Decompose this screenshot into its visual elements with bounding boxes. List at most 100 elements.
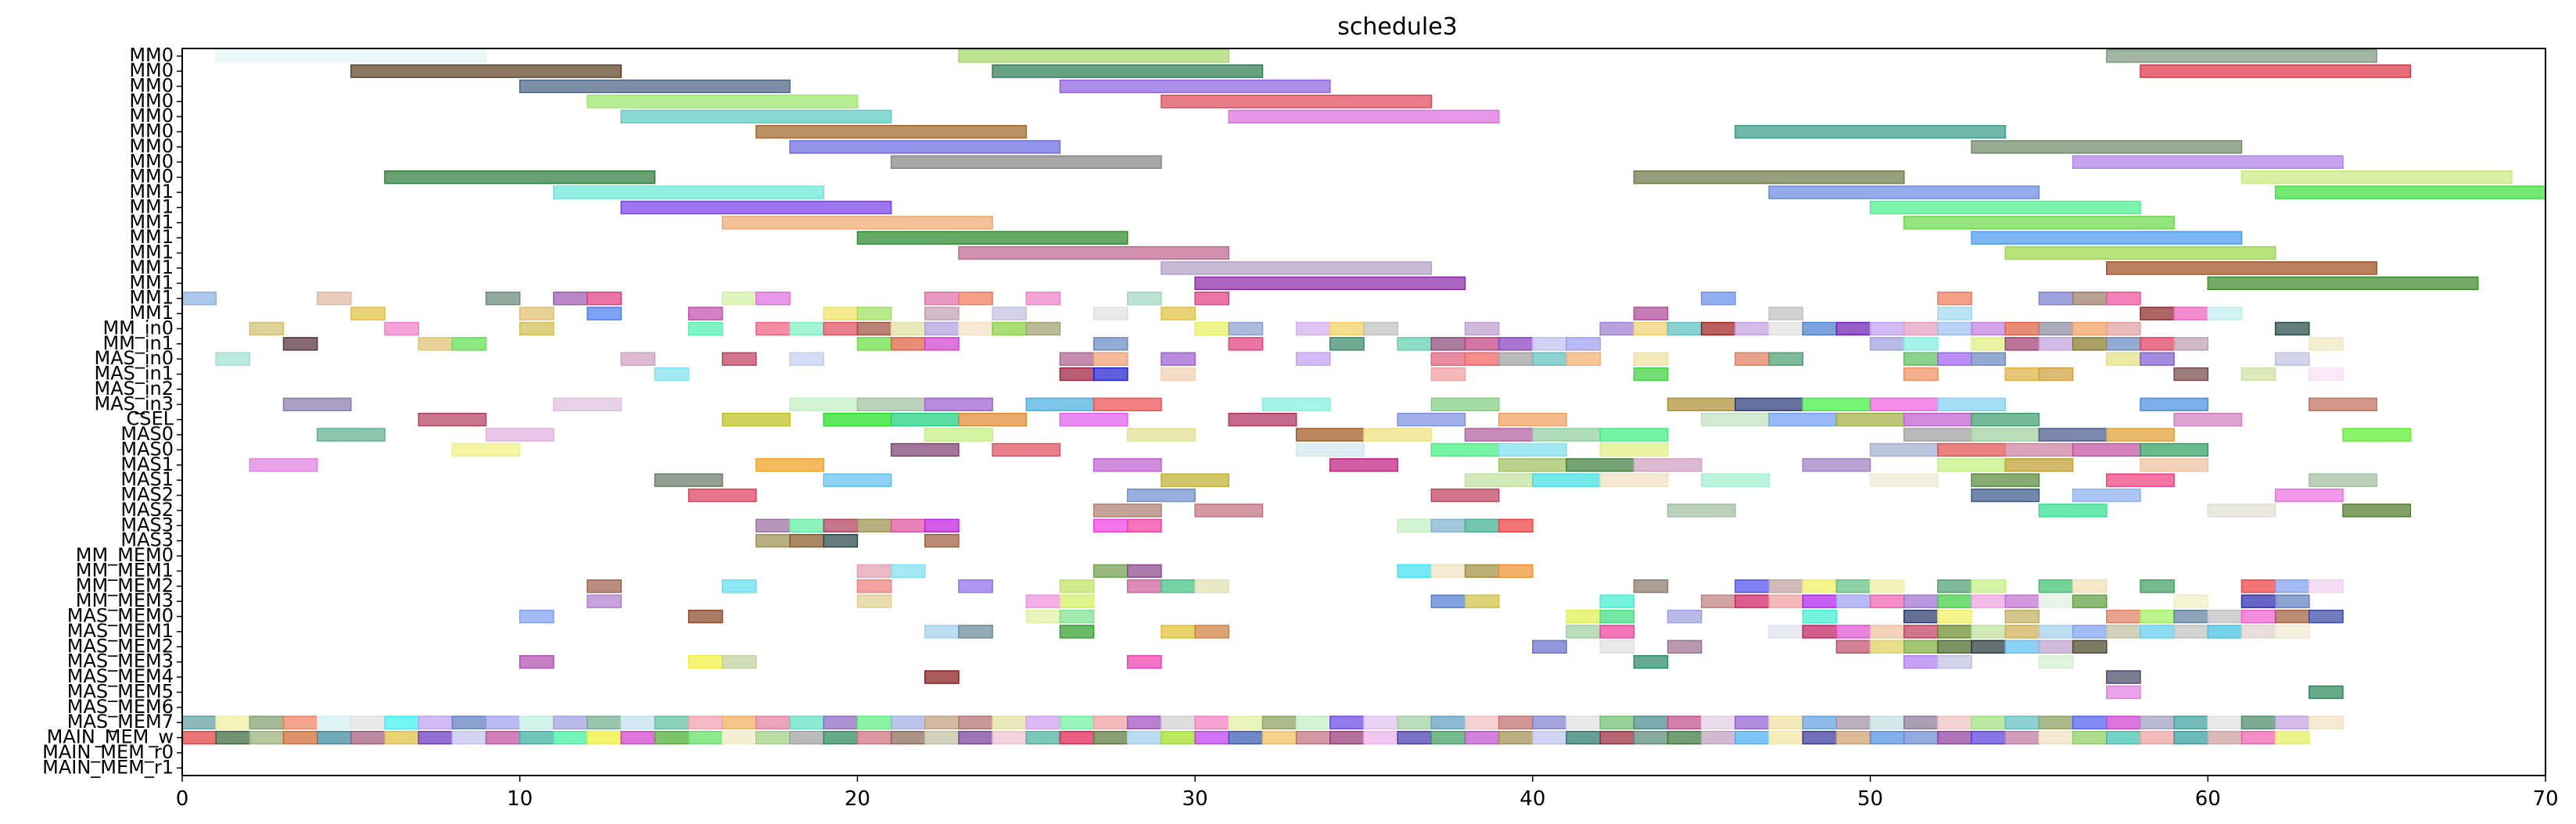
task-bar — [1971, 730, 2007, 745]
task-bar — [1971, 639, 2007, 654]
task-bar — [2173, 609, 2209, 624]
task-bar — [1498, 442, 1567, 457]
task-bar — [2173, 367, 2209, 382]
x-tick-label: 30 — [1182, 787, 1208, 811]
task-bar — [1261, 715, 1297, 729]
task-bar — [2207, 609, 2243, 624]
task-bar — [2004, 337, 2040, 351]
y-tick-label: MAS1 — [120, 453, 174, 475]
task-bar — [2274, 352, 2310, 366]
task-bar — [2106, 609, 2141, 624]
task-bar — [1869, 200, 2141, 215]
task-bar — [1430, 367, 1466, 382]
task-bar — [1903, 412, 1972, 427]
task-bar — [890, 715, 926, 729]
task-bar — [553, 715, 588, 729]
task-bar — [2004, 442, 2074, 457]
task-bar — [1667, 397, 1736, 412]
task-bar — [1194, 276, 1466, 291]
task-bar — [924, 715, 960, 729]
task-bar — [856, 337, 892, 351]
task-bar — [2004, 321, 2040, 336]
task-bar — [890, 442, 960, 457]
x-tick-label: 20 — [845, 787, 870, 811]
task-bar — [1092, 306, 1128, 321]
task-bar — [2140, 397, 2209, 412]
task-bar — [1869, 594, 1905, 608]
y-tick-label: MAS2 — [120, 484, 174, 506]
task-bar — [2106, 473, 2175, 487]
task-bar — [1903, 730, 1939, 745]
task-bar — [958, 625, 993, 639]
task-bar — [1194, 715, 1230, 729]
task-bar — [1633, 715, 1669, 729]
task-bar — [1937, 594, 1972, 608]
task-bar — [1971, 625, 2007, 639]
task-bar — [1599, 442, 1669, 457]
task-bar — [1397, 564, 1433, 579]
task-bar — [1228, 715, 1264, 729]
y-tick-label: MAS3 — [120, 529, 174, 551]
task-bar — [789, 533, 825, 548]
task-bar — [856, 579, 892, 593]
task-bar — [1498, 352, 1534, 366]
task-bar — [282, 715, 318, 729]
task-bar — [755, 715, 791, 729]
y-tick-label: MM0 — [129, 59, 174, 81]
task-bar — [1025, 594, 1061, 608]
y-tick-label: MM_in1 — [102, 332, 174, 354]
task-bar — [1599, 639, 1635, 654]
task-bar — [249, 715, 285, 729]
task-bar — [1700, 412, 1770, 427]
y-tick-label: MM0 — [129, 166, 174, 188]
task-bar — [1092, 458, 1162, 472]
task-bar — [2038, 428, 2108, 442]
task-bar — [856, 715, 892, 729]
y-tick-label: MM0 — [129, 45, 174, 66]
task-bar — [1329, 337, 1365, 351]
task-bar — [890, 518, 926, 533]
x-tick-label: 70 — [2532, 787, 2558, 811]
task-bar — [1329, 458, 1398, 472]
task-bar — [2309, 367, 2344, 382]
task-bar — [2038, 291, 2074, 306]
task-bar — [553, 397, 622, 412]
task-bar — [2241, 715, 2276, 729]
task-bar — [2038, 321, 2074, 336]
task-bar — [2038, 625, 2074, 639]
task-bar — [518, 79, 791, 94]
task-bar — [1498, 715, 1534, 729]
task-bar — [1802, 579, 1838, 593]
task-bar — [924, 428, 993, 442]
y-tick-label: MAIN_MEM_r1 — [42, 756, 174, 778]
task-bar — [2072, 579, 2108, 593]
task-bar — [1194, 503, 1264, 518]
task-bar — [1937, 306, 1972, 321]
y-tick-label: MM_in0 — [102, 317, 174, 339]
task-bar — [1566, 715, 1601, 729]
task-bar — [1025, 321, 1061, 336]
task-bar — [1937, 609, 1972, 624]
task-bar — [958, 48, 1230, 63]
task-bar — [1735, 352, 1770, 366]
task-bar — [2309, 685, 2344, 700]
task-bar — [1295, 715, 1331, 729]
task-bar — [1295, 352, 1331, 366]
task-bar — [1903, 321, 1939, 336]
task-bar — [856, 397, 926, 412]
task-bar — [1667, 503, 1736, 518]
task-bar — [2309, 337, 2344, 351]
y-tick-label: MAS_MEM2 — [67, 635, 174, 657]
task-bar — [823, 715, 859, 729]
task-bar — [316, 428, 386, 442]
y-tick-label: MAS_MEM7 — [67, 711, 174, 733]
task-bar — [823, 518, 859, 533]
task-bar — [384, 730, 419, 745]
task-bar — [1430, 352, 1466, 366]
task-bar — [1059, 579, 1095, 593]
task-bar — [890, 321, 926, 336]
task-bar — [1127, 579, 1162, 593]
task-bar — [2241, 170, 2513, 185]
task-bar — [1532, 473, 1601, 487]
y-tick-label: MAS_MEM0 — [67, 605, 174, 627]
